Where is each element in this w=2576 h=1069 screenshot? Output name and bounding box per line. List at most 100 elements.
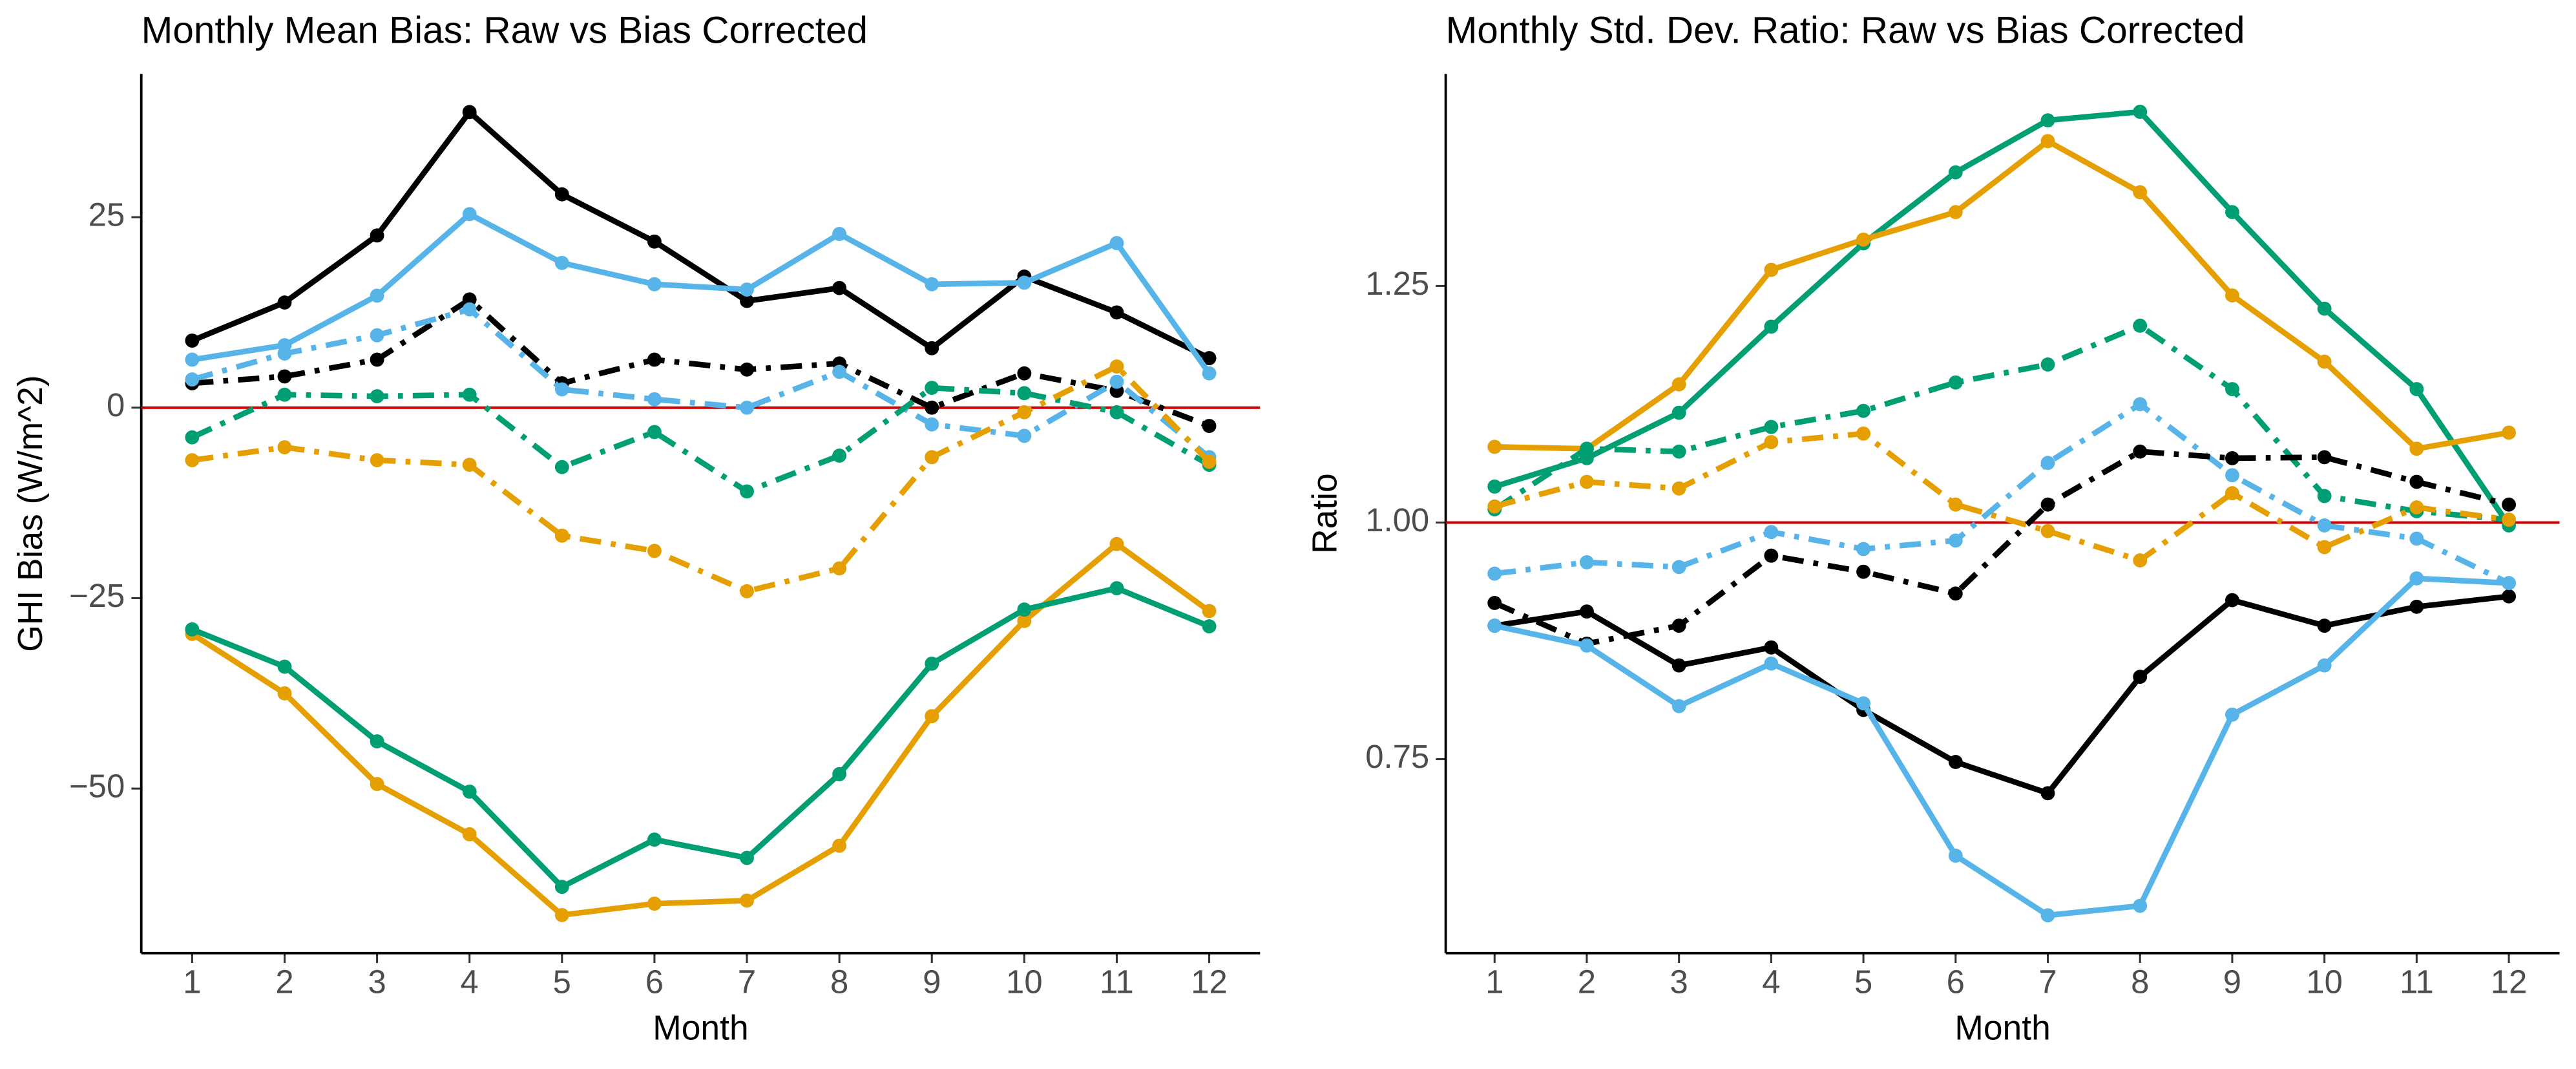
x-tick-label: 7 bbox=[2038, 963, 2057, 1000]
data-point bbox=[1671, 619, 1686, 633]
data-point bbox=[2133, 670, 2148, 684]
data-point bbox=[1764, 262, 1779, 277]
x-tick-label: 12 bbox=[1191, 963, 1228, 1000]
y-tick-label: 25 bbox=[89, 196, 125, 233]
x-tick-label: 8 bbox=[2131, 963, 2149, 1000]
data-point bbox=[832, 449, 847, 463]
data-point bbox=[740, 584, 754, 598]
data-point bbox=[1856, 232, 1871, 247]
series-line bbox=[1494, 593, 2509, 796]
data-point bbox=[740, 293, 754, 308]
data-point bbox=[370, 352, 384, 367]
x-tick-label: 3 bbox=[368, 963, 386, 1000]
data-point bbox=[1856, 426, 1871, 441]
data-point bbox=[1487, 499, 1502, 514]
data-point bbox=[647, 352, 662, 367]
y-tick-label: 1.25 bbox=[1365, 265, 1429, 302]
data-point bbox=[1580, 604, 1594, 619]
data-point bbox=[462, 458, 477, 472]
data-point bbox=[1202, 619, 1217, 633]
data-point bbox=[462, 387, 477, 402]
series-line bbox=[191, 306, 1211, 460]
data-point bbox=[647, 392, 662, 407]
data-point bbox=[2409, 531, 2424, 546]
data-point bbox=[1109, 405, 1124, 419]
series-line bbox=[1494, 401, 2510, 586]
data-point bbox=[277, 440, 292, 454]
data-point bbox=[185, 372, 200, 387]
x-tick-label: 1 bbox=[1485, 963, 1503, 1000]
data-point bbox=[2040, 134, 2055, 149]
data-point bbox=[554, 382, 569, 397]
data-point bbox=[2133, 397, 2148, 412]
data-point bbox=[277, 387, 292, 402]
y-axis-label: Ratio bbox=[1306, 473, 1345, 554]
data-point bbox=[832, 365, 847, 379]
data-point bbox=[1671, 699, 1686, 714]
data-point bbox=[1671, 405, 1686, 420]
data-point bbox=[925, 709, 939, 724]
data-point bbox=[2040, 357, 2055, 372]
data-point bbox=[2502, 497, 2517, 512]
data-point bbox=[2317, 354, 2332, 369]
data-point bbox=[2225, 468, 2239, 483]
data-point bbox=[1017, 405, 1032, 419]
data-point bbox=[462, 784, 477, 799]
data-point bbox=[1764, 640, 1779, 655]
data-point bbox=[1202, 454, 1217, 469]
series-line bbox=[1494, 430, 2509, 564]
data-point bbox=[277, 659, 292, 674]
data-point bbox=[1764, 419, 1779, 434]
data-point bbox=[1671, 658, 1686, 673]
data-point bbox=[2225, 486, 2239, 501]
data-point bbox=[2133, 444, 2148, 459]
data-point bbox=[832, 838, 847, 853]
data-point bbox=[1764, 656, 1779, 671]
series-line bbox=[1494, 138, 2509, 452]
data-point bbox=[554, 187, 569, 202]
x-tick-label: 11 bbox=[2400, 963, 2434, 1000]
data-point bbox=[1764, 319, 1779, 334]
x-tick-label: 2 bbox=[1578, 963, 1596, 1000]
data-point bbox=[1671, 444, 1686, 459]
data-point bbox=[1671, 377, 1686, 392]
data-point bbox=[2040, 524, 2055, 538]
y-tick-label: 1.00 bbox=[1365, 502, 1429, 538]
data-point bbox=[1109, 236, 1124, 251]
series-line bbox=[1494, 575, 2509, 918]
series-line bbox=[191, 585, 1211, 890]
data-point bbox=[740, 851, 754, 865]
x-tick-label: 7 bbox=[738, 963, 756, 1000]
x-tick-label: 9 bbox=[923, 963, 941, 1000]
data-point bbox=[1948, 586, 1963, 601]
data-point bbox=[832, 227, 847, 241]
data-point bbox=[1109, 374, 1124, 389]
x-tick-label: 5 bbox=[1854, 963, 1872, 1000]
data-point bbox=[2317, 540, 2332, 555]
data-point bbox=[740, 484, 754, 499]
data-point bbox=[740, 362, 754, 377]
data-point bbox=[1487, 439, 1502, 454]
data-point bbox=[2040, 497, 2055, 512]
data-point bbox=[1856, 542, 1871, 556]
x-axis-label: Month bbox=[1954, 1009, 2050, 1047]
data-point bbox=[2133, 185, 2148, 200]
data-point bbox=[2040, 456, 2055, 471]
data-point bbox=[1202, 419, 1217, 433]
data-point bbox=[740, 282, 754, 297]
data-point bbox=[2040, 908, 2055, 923]
data-point bbox=[2225, 593, 2239, 608]
data-point bbox=[1856, 696, 1871, 711]
x-tick-label: 2 bbox=[275, 963, 293, 1000]
data-point bbox=[925, 381, 939, 396]
data-point bbox=[2133, 318, 2148, 333]
data-point bbox=[647, 832, 662, 847]
data-point bbox=[1202, 351, 1217, 366]
series-line bbox=[192, 297, 1211, 429]
data-point bbox=[1487, 619, 1502, 633]
data-point bbox=[1764, 525, 1779, 540]
data-point bbox=[925, 277, 939, 291]
data-point bbox=[2133, 898, 2148, 913]
data-point bbox=[647, 544, 662, 558]
